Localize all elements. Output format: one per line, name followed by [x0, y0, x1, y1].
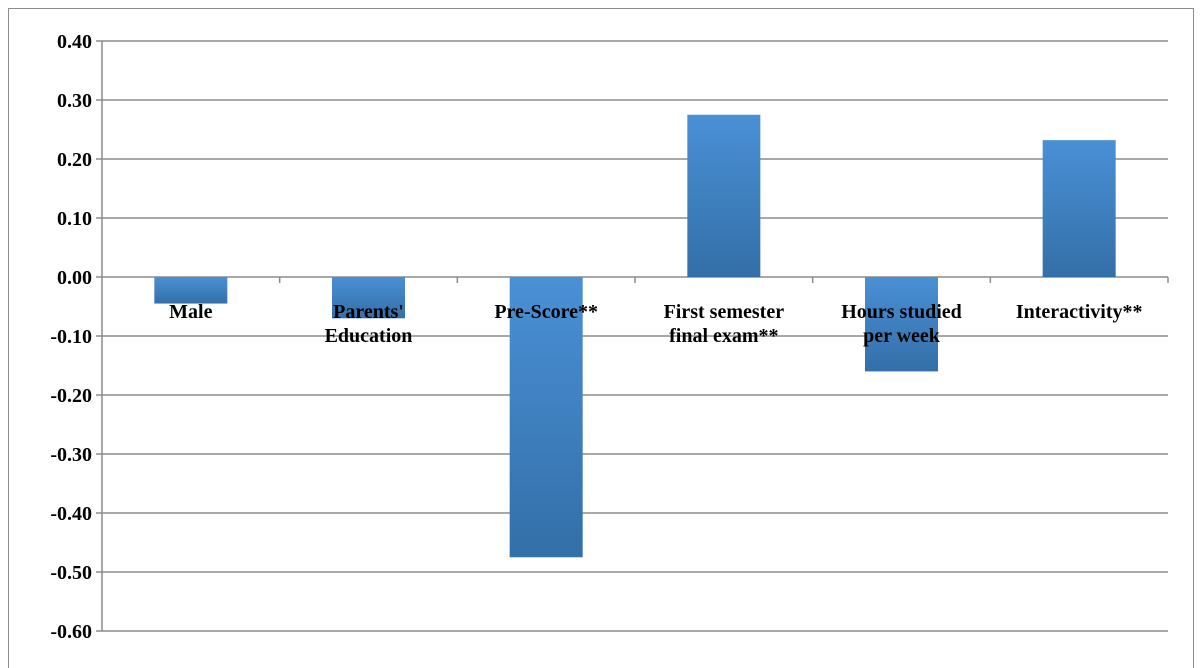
category-label: Pre-Score**: [494, 301, 598, 323]
y-tick-label: -0.50: [50, 562, 92, 584]
category-label-line: Education: [325, 325, 413, 347]
y-tick-label: -0.30: [50, 444, 92, 466]
y-tick-label: 0.40: [57, 31, 92, 53]
chart-frame: [8, 8, 1194, 668]
bars: [154, 114, 1116, 558]
bar: [332, 277, 405, 319]
category-label-line: Pre-Score**: [494, 301, 598, 323]
bar: [687, 114, 761, 277]
category-label: Male: [169, 301, 212, 323]
y-tick-label: -0.10: [50, 326, 92, 348]
y-tick-label: -0.60: [50, 621, 92, 643]
axes: [101, 41, 1169, 631]
category-label: Interactivity**: [1016, 301, 1143, 323]
category-label-line: final exam**: [669, 325, 778, 347]
category-label-line: Interactivity**: [1016, 301, 1143, 323]
category-label: Hours studied per week: [841, 301, 962, 347]
category-label: Parents' Education: [325, 301, 413, 347]
bar: [865, 277, 938, 372]
category-label-line: First semester: [664, 301, 785, 323]
bar: [509, 277, 583, 558]
category-label: First semester final exam**: [664, 301, 785, 347]
y-tick-label: -0.40: [50, 503, 92, 525]
category-label-line: Hours studied: [841, 301, 962, 323]
y-axis-ticks: 0.40 0.30 0.20 0.10 0.00 -0.10 -0.20 -0.30 -0.40…: [50, 31, 102, 643]
y-tick-label: -0.20: [50, 385, 92, 407]
category-label-line: Parents': [333, 301, 404, 323]
bar: [154, 277, 228, 304]
y-tick-label: 0.10: [57, 208, 92, 230]
category-label-line: Male: [169, 301, 212, 323]
y-tick-label: 0.20: [57, 149, 92, 171]
category-label-line: per week: [863, 325, 941, 347]
gridlines: [102, 40, 1168, 632]
category-labels: Male Parents' Education Pre-Score** First se…: [169, 301, 1142, 347]
y-tick-label: 0.00: [57, 267, 92, 289]
y-tick-label: 0.30: [57, 90, 92, 112]
bar: [1042, 140, 1116, 277]
